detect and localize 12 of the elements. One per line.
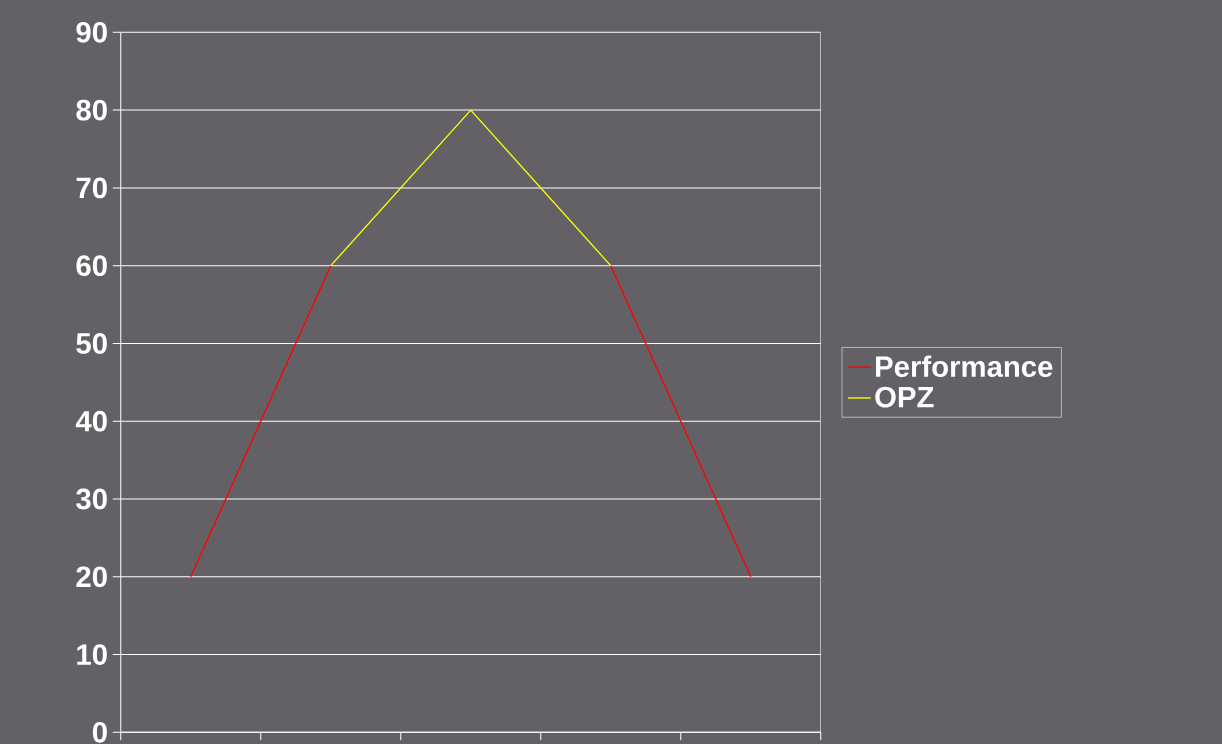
y-tick-label: 70 [76, 177, 107, 199]
y-tick-label: 50 [76, 333, 107, 354]
y-tick-label: 90 [76, 21, 107, 43]
y-tick-label: 20 [76, 566, 107, 588]
y-tick-label: 40 [75, 410, 107, 432]
legend-label: Performance [876, 355, 1053, 378]
y-tick-label: 10 [77, 644, 107, 665]
y-tick-label: 80 [76, 99, 107, 121]
legend-label: OPZ [875, 386, 934, 408]
y-tick-label: 60 [76, 255, 107, 277]
y-tick-label: 0 [92, 721, 107, 743]
y-tick-label: 30 [76, 488, 107, 510]
